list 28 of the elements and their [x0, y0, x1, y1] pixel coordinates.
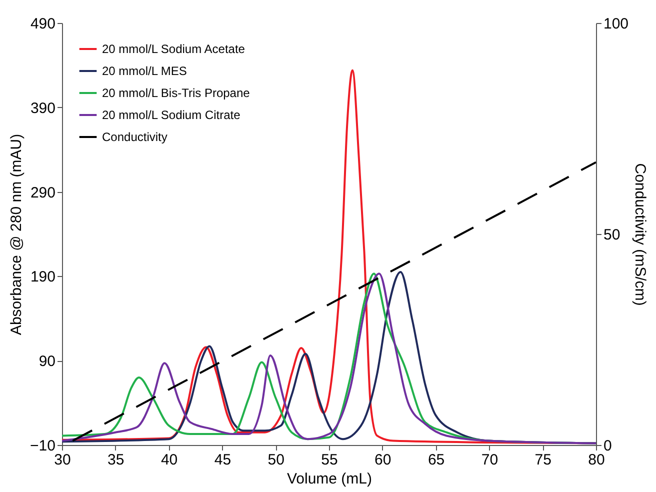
x-tick-label: 70 — [481, 452, 498, 468]
y-tick-label: −10 — [30, 438, 56, 454]
y2-tick-label: 0 — [604, 438, 612, 454]
x-tick-label: 75 — [534, 452, 552, 468]
x-tick-label: 40 — [160, 452, 178, 468]
y2-tick-label: 50 — [604, 226, 620, 244]
legend-label: 20 mmol/L Sodium Citrate — [102, 108, 241, 122]
x-tick-label: 35 — [108, 452, 124, 468]
y-tick-label: 490 — [30, 16, 56, 32]
x-tick-label: 55 — [321, 452, 338, 468]
x-tick-label: 45 — [214, 452, 232, 468]
y-tick-label: 190 — [30, 268, 56, 286]
y-tick-label: 90 — [38, 353, 56, 370]
x-tick-label: 65 — [428, 452, 445, 468]
x-tick-label: 80 — [588, 452, 605, 468]
y-axis-title: Absorbance @ 280 nm (mAU) — [8, 134, 26, 336]
y-tick-label: 390 — [30, 100, 56, 117]
y2-tick-label: 100 — [604, 16, 629, 32]
legend-label: 20 mmol/L Bis-Tris Propane — [102, 86, 250, 100]
legend-label: 20 mmol/L MES — [102, 64, 187, 78]
legend-label: Conductivity — [102, 130, 168, 144]
x-tick-label: 50 — [268, 452, 284, 468]
x-tick-label: 60 — [374, 452, 392, 468]
x-axis-title: Volume (mL) — [286, 470, 372, 488]
y2-axis-title: Conductivity (mS/cm) — [632, 163, 649, 306]
x-tick-label: 30 — [54, 452, 71, 468]
legend-label: 20 mmol/L Sodium Acetate — [102, 42, 246, 56]
y-tick-label: 290 — [30, 184, 56, 202]
